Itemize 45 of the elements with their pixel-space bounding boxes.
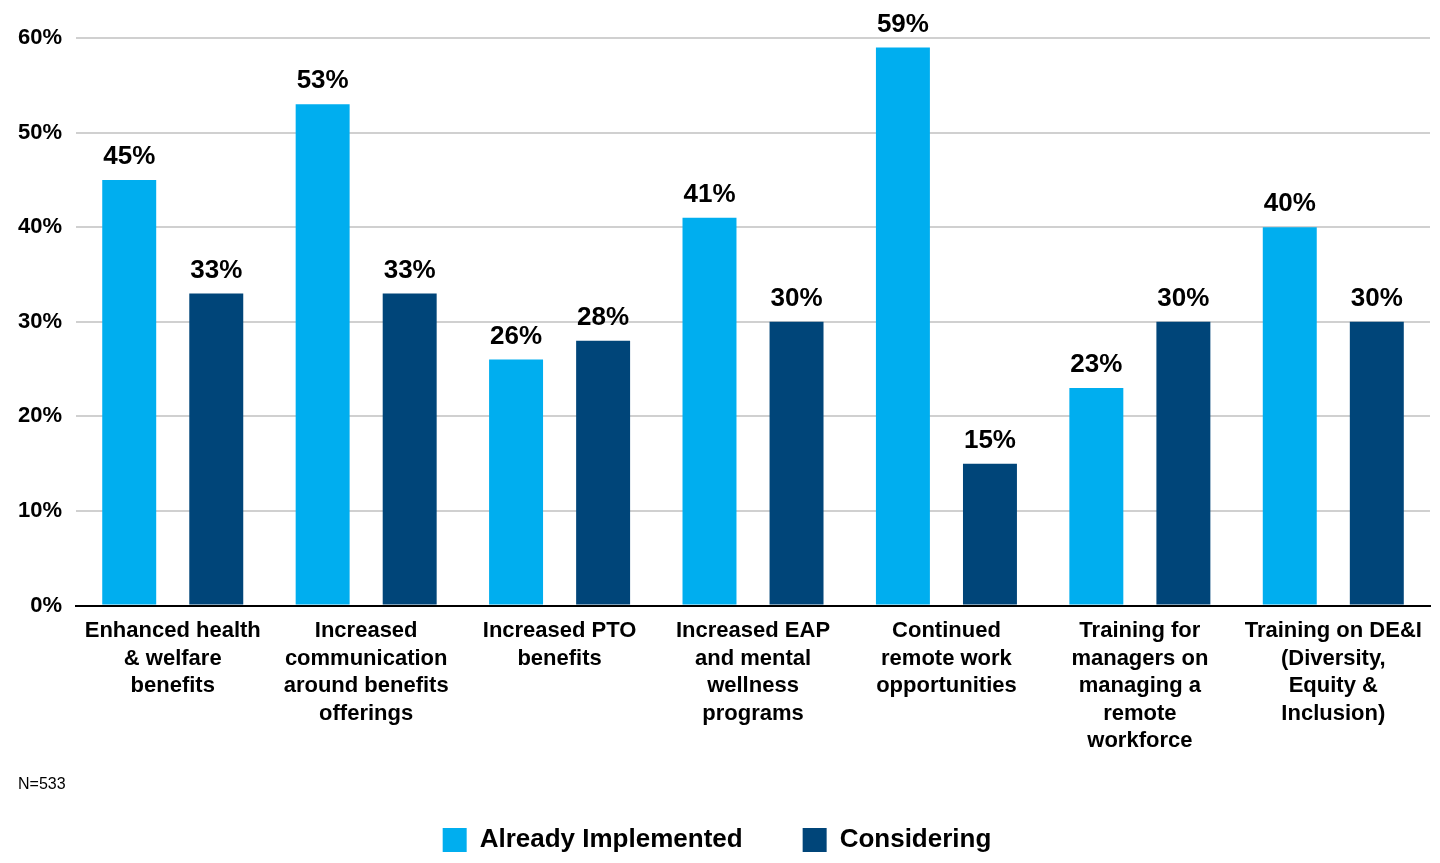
legend-label: Already Implemented [479,823,743,854]
bar [1156,321,1211,605]
x-tick-label: Increased PTO benefits [482,617,637,670]
text: N=533 [18,775,66,793]
x-tick-label: Training for managers on managing a remote workforce [1071,617,1209,753]
data-label: 23% [1070,348,1123,379]
data-label: 33% [383,253,436,284]
data-label: 33% [190,253,243,284]
bar [769,321,824,605]
data-label: 59% [876,7,929,38]
x-tick-label: Increased communication around benefits offerings [283,617,449,725]
bar [189,293,244,605]
data-label: 26% [490,319,543,350]
bar [295,104,350,605]
y-tick-label: 20% [17,402,63,428]
x-tick-label: Increased EAP and mental wellness programs [675,617,831,725]
data-label: 41% [683,177,736,208]
data-label: 30% [1157,281,1210,312]
bar [1069,387,1124,605]
bar [1349,321,1404,605]
y-tick-label: 10% [17,496,63,522]
y-tick-label: 50% [17,118,63,144]
x-tick-label: Continued remote work opportunities [876,617,1017,698]
y-tick-label: 40% [17,213,63,239]
y-tick-label: 60% [17,24,63,50]
bar [576,340,631,605]
data-label: 15% [963,423,1016,454]
bar [489,359,544,605]
x-tick-label: Enhanced health & welfare benefits [84,617,261,698]
data-label: 45% [103,140,156,171]
bar [682,217,737,605]
legend-label: Considering [839,823,992,854]
data-label: 40% [1263,187,1316,218]
data-label: 30% [1350,281,1403,312]
bar [875,47,930,605]
data-label: 28% [577,300,630,331]
x-tick-label: Training on DE&I (Diversity, Equity & Inclusion) [1244,617,1422,725]
y-tick-label: 30% [17,307,63,333]
bar [102,179,157,605]
bar [382,293,437,605]
bar [962,463,1017,605]
data-label: 30% [770,281,823,312]
bar [1262,227,1317,605]
y-tick-label: 0% [30,591,63,617]
data-label: 53% [296,64,349,95]
